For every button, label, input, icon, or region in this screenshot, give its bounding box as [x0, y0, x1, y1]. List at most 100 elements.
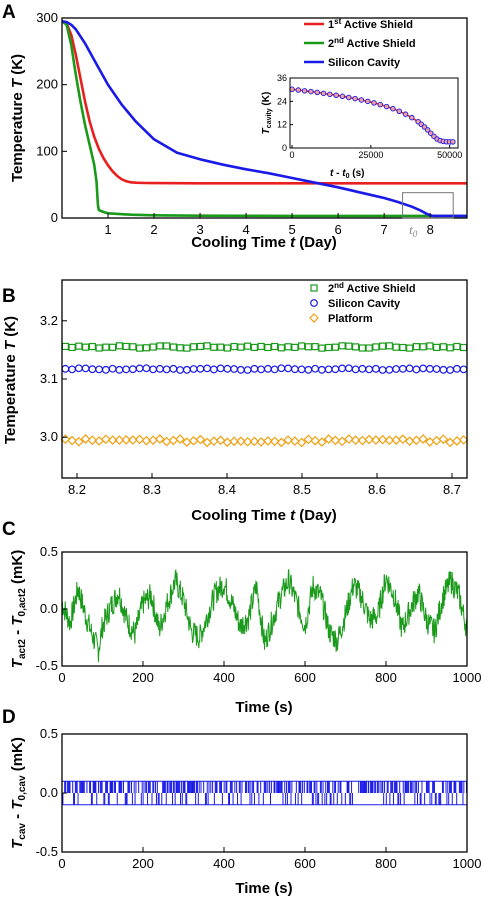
panel-c-plot-area [61, 568, 468, 663]
panel-b-data-point [323, 434, 334, 444]
panel-b-data-point [142, 344, 150, 352]
panel-b-legend-marker [309, 313, 319, 323]
panel-b-data-point [276, 437, 287, 448]
panel-a-inset-point [371, 100, 377, 106]
panel-a-inset-point [339, 93, 346, 100]
panel-a-inset-point [396, 108, 402, 114]
panel-b-data-point [135, 364, 144, 373]
panel-b-data-point [102, 343, 110, 351]
panel-a-inset-x-tick-label: 0 [289, 150, 294, 160]
panel-a-x-ticks: 1 2 3 4 5 6 7 8 [104, 213, 434, 237]
panel-b-data-point [398, 364, 407, 373]
panel-a-y-tick-label: 0 [51, 210, 58, 225]
panel-b-data-point [290, 365, 299, 374]
panel-b-data-point [263, 364, 272, 373]
panel-b-x-tick-label: 8.7 [443, 482, 461, 497]
panel-a-inset-point [409, 114, 415, 121]
panel-b-data-point [337, 436, 347, 447]
panel-b-data-point [82, 343, 90, 351]
panel-a-inset-point [450, 139, 456, 145]
panel-d-x-label: Time (s) [235, 880, 292, 897]
panel-b-data-point [68, 365, 77, 374]
panel-c-x-tick-label: 600 [294, 670, 316, 685]
panel-b-data-point [311, 343, 319, 351]
panel-c-x-label: Time (s) [235, 699, 292, 716]
panel-b-data-point [95, 365, 104, 374]
panel-b-data-point [371, 364, 380, 373]
panel-b-data-point [433, 343, 441, 351]
panel-b-data-point [176, 366, 185, 374]
panel-b-data-point [325, 343, 333, 352]
panel-b-data-point [439, 343, 447, 351]
panel-b-y-tick-label: 3.2 [40, 313, 58, 328]
panel-b-plot-area [60, 342, 469, 448]
panel-b-data-point [317, 437, 327, 447]
panel-b-data-point [418, 434, 428, 444]
panel-d-x-tick-label: 1000 [453, 856, 482, 871]
panel-b-data-point [183, 344, 191, 352]
panel-a-inset-point [301, 88, 308, 94]
panel-a-series-line [61, 20, 467, 218]
panel-b-data-point [95, 344, 103, 352]
panel-b-data-point [296, 437, 307, 448]
panel-b-data-point [196, 364, 205, 373]
panel-b-data-point [182, 365, 191, 374]
panel-b-data-point [338, 364, 347, 373]
panel-a-inset-point [428, 130, 434, 136]
panel-b-legend-marker [310, 299, 318, 307]
panel-b-data-point [190, 343, 198, 351]
panel-b-data-point [338, 342, 346, 350]
panel-a-inset-plot-area [289, 86, 456, 145]
panel-a-legend-label: 1st Active Shield [328, 17, 413, 31]
panel-c-y-tick-label: 0.0 [40, 601, 58, 616]
panel-b-data-point [270, 365, 279, 374]
panel-c-x-tick-label: 800 [375, 670, 397, 685]
panel-a-inset-x-tick-label: 50000 [437, 150, 462, 160]
panel-b-data-point [331, 343, 339, 351]
panel-b-data-point [175, 434, 185, 444]
panel-b-data-point [163, 342, 171, 350]
panel-a-inset-point [327, 91, 333, 98]
panel-b-data-point [242, 436, 253, 447]
panel-b-data-point [431, 435, 442, 446]
panel-a-y-tick-label: 300 [36, 10, 58, 25]
panel-a-inset-point [352, 95, 358, 102]
panel-b-data-point [236, 365, 245, 374]
panel-b-data-point [352, 343, 360, 351]
panel-b-data-point [169, 364, 178, 373]
panel-b-data-point [109, 343, 117, 351]
panel-b-data-point [244, 342, 252, 350]
panel-b-data-point [317, 365, 326, 374]
panel-b-data-point [459, 365, 468, 374]
panel-b-data-point [406, 344, 414, 352]
panel-b-data-point [298, 342, 306, 350]
panel-d-y-ticks: -0.5 0.0 0.5 [36, 726, 67, 859]
panel-b-data-point [243, 366, 252, 374]
panel-b-data-point [61, 364, 70, 373]
panel-c-letter: C [2, 519, 16, 540]
panel-d-y-tick-label: -0.5 [36, 844, 58, 859]
panel-a-inset-point [377, 101, 384, 108]
panel-b-data-point [269, 436, 280, 447]
panel-d-x-tick-label: 600 [294, 856, 316, 871]
panel-c-x-tick-label: 400 [213, 670, 235, 685]
panel-b-data-point [412, 343, 420, 351]
panel-a-inset-y-tick-label: 24 [277, 96, 287, 106]
panel-c-x-tick-label: 0 [58, 670, 65, 685]
panel-b-data-point [324, 365, 333, 374]
panel-b-legend: 2nd Active Shield Silicon Cavity Platform [309, 281, 416, 325]
panel-b-data-point [297, 365, 306, 374]
panel-b-data-point [426, 342, 434, 350]
panel-b-data-point [412, 365, 421, 374]
panel-a-x-tick-label: 1 [104, 222, 111, 237]
panel-b-data-point [277, 344, 285, 352]
panel-b-data-point [107, 435, 118, 445]
panel-b-x-tick-label: 8.4 [218, 482, 236, 497]
panel-a-t0-marker: t0 [409, 222, 418, 239]
panel-a-x-tick-label: 4 [242, 222, 249, 237]
panel-b-data-point [168, 435, 179, 446]
panel-b-data-point [385, 365, 394, 374]
panel-b-x-tick-label: 8.2 [68, 482, 86, 497]
panel-b-data-point [263, 436, 273, 446]
